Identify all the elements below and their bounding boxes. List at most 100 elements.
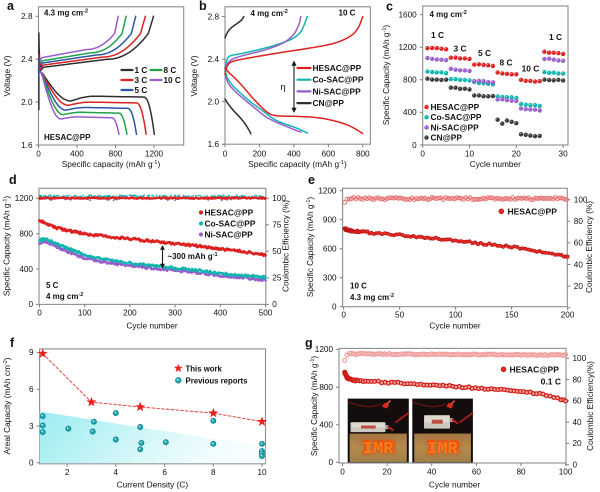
svg-text:0: 0 <box>412 141 417 150</box>
svg-text:1600: 1600 <box>398 10 417 19</box>
svg-text:100: 100 <box>574 196 588 205</box>
svg-text:20: 20 <box>512 150 522 159</box>
svg-text:2.4: 2.4 <box>21 55 33 64</box>
svg-text:5 C: 5 C <box>46 281 59 290</box>
svg-text:150: 150 <box>505 311 519 320</box>
svg-text:8: 8 <box>211 468 216 477</box>
svg-text:g: g <box>305 336 313 350</box>
svg-text:25: 25 <box>272 274 282 283</box>
svg-text:HESAC@PP: HESAC@PP <box>431 102 480 112</box>
svg-text:800: 800 <box>19 230 33 239</box>
svg-text:Voltage (V): Voltage (V) <box>2 55 12 96</box>
svg-text:1.6: 1.6 <box>21 141 33 150</box>
svg-text:400: 400 <box>319 421 333 430</box>
svg-text:2.8: 2.8 <box>21 12 33 21</box>
svg-text:HESAC@PP: HESAC@PP <box>510 364 560 374</box>
svg-text:200: 200 <box>123 309 137 318</box>
svg-text:Specific capacity (mAh g-1): Specific capacity (mAh g-1) <box>62 159 161 169</box>
svg-text:~300 mAh g-1: ~300 mAh g-1 <box>168 252 218 261</box>
svg-text:400: 400 <box>70 150 84 159</box>
svg-text:1200: 1200 <box>318 187 337 196</box>
svg-text:HESAC@PP: HESAC@PP <box>44 133 91 142</box>
svg-text:CN@PP: CN@PP <box>431 133 463 143</box>
svg-text:40: 40 <box>573 418 583 427</box>
svg-text:0: 0 <box>37 309 42 318</box>
svg-text:IMR: IMR <box>361 438 396 460</box>
svg-text:10 C: 10 C <box>350 282 367 291</box>
svg-text:HESAC@PP: HESAC@PP <box>205 207 254 217</box>
svg-text:4.3 mg cm-2: 4.3 mg cm-2 <box>350 293 394 302</box>
svg-text:Cycle number: Cycle number <box>429 480 480 490</box>
svg-text:0: 0 <box>341 311 346 320</box>
svg-text:30: 30 <box>559 150 569 159</box>
svg-text:800: 800 <box>356 150 370 159</box>
svg-text:80: 80 <box>574 217 584 226</box>
svg-text:9: 9 <box>29 348 34 357</box>
svg-text:600: 600 <box>322 150 336 159</box>
svg-text:0: 0 <box>420 150 425 159</box>
svg-text:0: 0 <box>28 300 33 309</box>
svg-text:0: 0 <box>328 458 333 467</box>
svg-text:Specific Capacity (mAh g-1): Specific Capacity (mAh g-1) <box>305 197 315 298</box>
svg-text:60: 60 <box>573 397 583 406</box>
svg-text:Voltage (V): Voltage (V) <box>189 55 199 96</box>
svg-text:200: 200 <box>561 311 575 320</box>
svg-text:200: 200 <box>253 150 267 159</box>
svg-text:Cycle number: Cycle number <box>470 159 521 169</box>
svg-text:This work: This work <box>186 364 223 373</box>
svg-text:Specific Capacity (mAh g-1): Specific Capacity (mAh g-1) <box>309 356 319 457</box>
svg-text:40: 40 <box>427 468 437 477</box>
svg-text:d: d <box>9 173 17 187</box>
svg-text:3 C: 3 C <box>135 76 148 85</box>
svg-text:2.0: 2.0 <box>208 97 220 106</box>
svg-text:f: f <box>10 336 15 350</box>
svg-text:Specific Capacity (mAh g-1): Specific Capacity (mAh g-1) <box>381 25 391 126</box>
svg-text:20: 20 <box>383 468 393 477</box>
svg-text:75: 75 <box>272 221 282 230</box>
svg-text:8 C: 8 C <box>164 66 177 75</box>
svg-text:η: η <box>280 82 285 93</box>
svg-text:4 mg cm-2: 4 mg cm-2 <box>430 10 467 19</box>
svg-text:HESAC@PP: HESAC@PP <box>313 63 362 73</box>
svg-text:IMR: IMR <box>363 440 394 459</box>
svg-text:20: 20 <box>574 282 584 291</box>
svg-text:400: 400 <box>403 108 417 117</box>
svg-text:4.3 mg cm-2: 4.3 mg cm-2 <box>44 9 88 18</box>
svg-text:50: 50 <box>395 311 405 320</box>
svg-text:800: 800 <box>109 150 123 159</box>
svg-text:2.4: 2.4 <box>208 55 220 64</box>
svg-text:1 C: 1 C <box>431 30 444 40</box>
svg-text:0: 0 <box>272 300 277 309</box>
svg-text:10: 10 <box>465 150 475 159</box>
svg-text:100: 100 <box>449 311 463 320</box>
svg-text:4: 4 <box>114 468 119 477</box>
svg-text:c: c <box>386 0 393 14</box>
svg-text:10 C: 10 C <box>164 76 181 85</box>
svg-text:600: 600 <box>323 245 337 254</box>
svg-text:0: 0 <box>29 459 34 468</box>
svg-text:0: 0 <box>340 468 345 477</box>
svg-text:100: 100 <box>559 468 573 477</box>
svg-text:1200: 1200 <box>145 150 164 159</box>
svg-text:60: 60 <box>472 468 482 477</box>
svg-text:Ni-SAC@PP: Ni-SAC@PP <box>313 86 362 96</box>
svg-text:300: 300 <box>168 309 182 318</box>
svg-text:2: 2 <box>65 468 70 477</box>
svg-text:80: 80 <box>573 375 583 384</box>
svg-text:0: 0 <box>332 303 337 312</box>
svg-text:1 C: 1 C <box>135 66 148 75</box>
svg-text:20: 20 <box>573 439 583 448</box>
svg-text:3: 3 <box>29 422 34 431</box>
svg-text:Current Density (C): Current Density (C) <box>117 480 189 490</box>
svg-text:Specific capacity (mAh g-1): Specific capacity (mAh g-1) <box>248 159 347 169</box>
svg-text:1200: 1200 <box>15 194 34 203</box>
svg-text:Coulombic Efficiency(%): Coulombic Efficiency(%) <box>585 361 595 451</box>
svg-text:IMR: IMR <box>361 438 396 460</box>
svg-text:2.8: 2.8 <box>208 12 220 21</box>
svg-text:HESAC@PP: HESAC@PP <box>508 206 558 216</box>
svg-text:60: 60 <box>574 239 584 248</box>
svg-text:300: 300 <box>323 274 337 283</box>
svg-text:Ni-SAC@PP: Ni-SAC@PP <box>205 229 254 239</box>
svg-text:80: 80 <box>516 468 526 477</box>
svg-text:500: 500 <box>259 309 273 318</box>
